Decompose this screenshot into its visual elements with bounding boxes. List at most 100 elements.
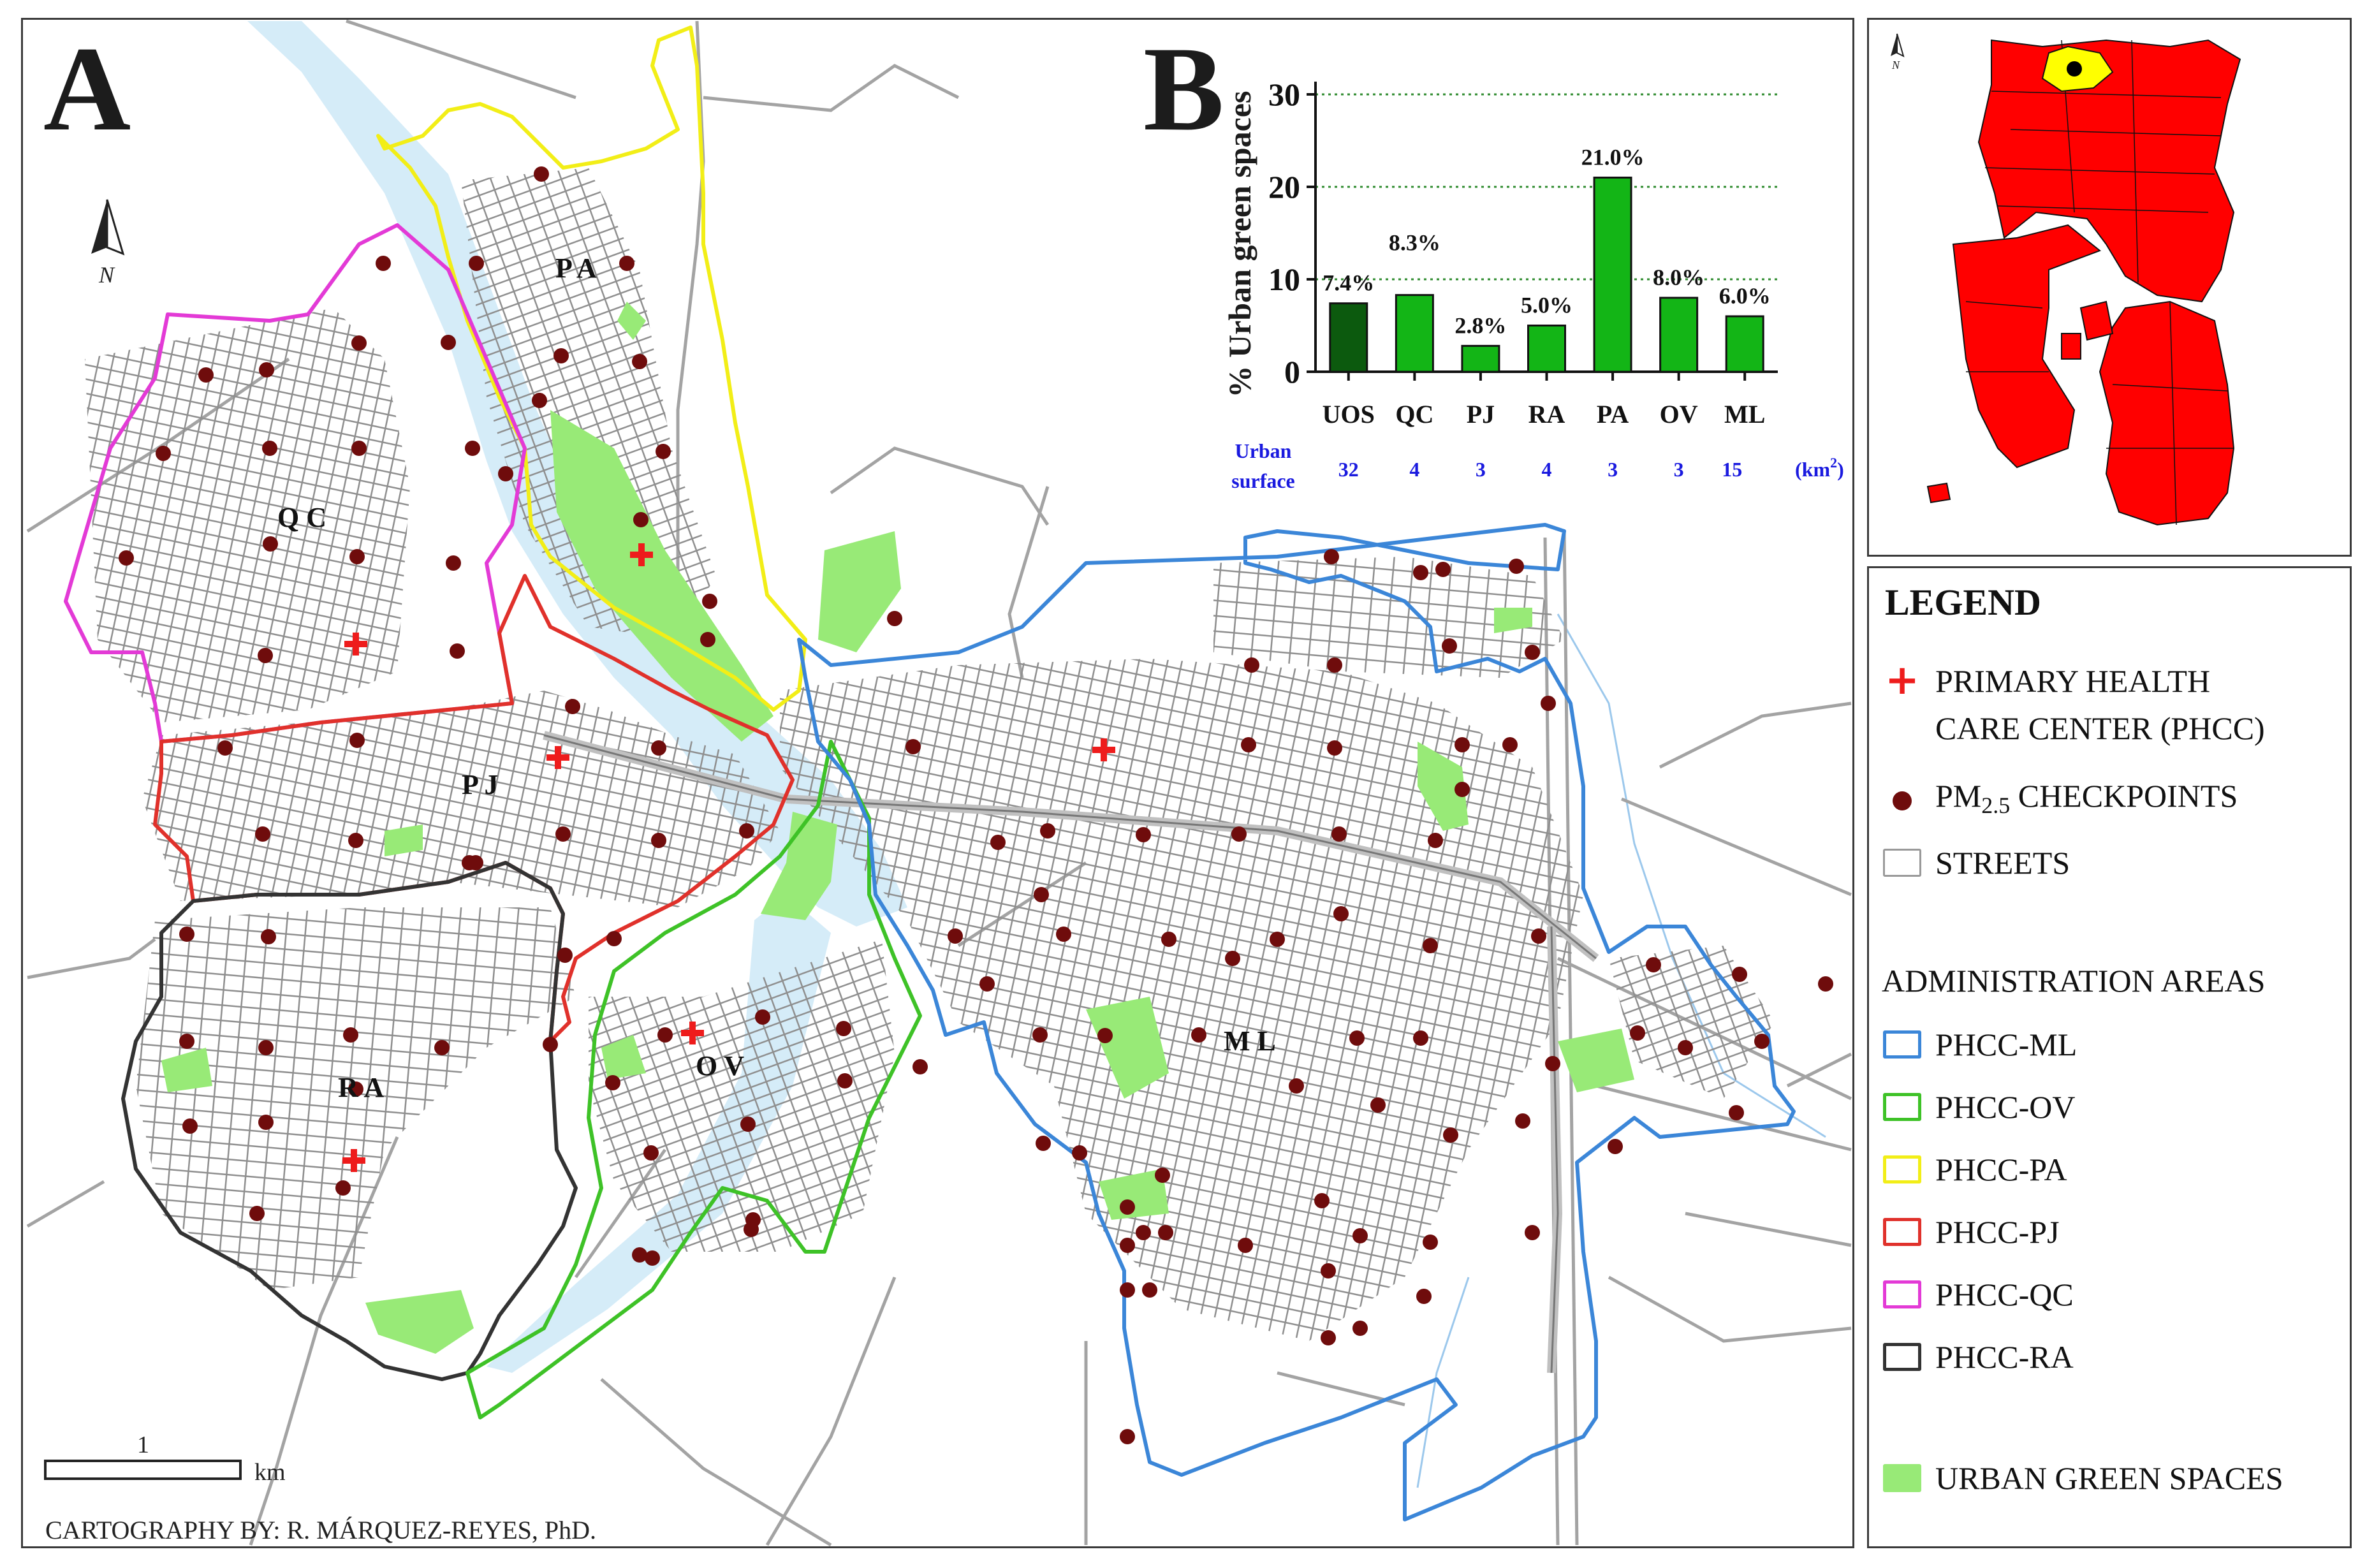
pm25-checkpoint[interactable] bbox=[557, 948, 573, 963]
pm25-checkpoint[interactable] bbox=[469, 256, 484, 271]
pm25-checkpoint[interactable] bbox=[1435, 562, 1451, 577]
pm25-checkpoint[interactable] bbox=[258, 1115, 274, 1130]
pm25-checkpoint[interactable] bbox=[1136, 827, 1151, 842]
pm25-checkpoint[interactable] bbox=[1161, 932, 1176, 947]
pm25-checkpoint[interactable] bbox=[262, 441, 277, 456]
pm25-checkpoint[interactable] bbox=[632, 354, 647, 369]
pm25-checkpoint[interactable] bbox=[1541, 696, 1556, 711]
pm25-checkpoint[interactable] bbox=[651, 740, 666, 756]
pm25-checkpoint[interactable] bbox=[700, 632, 715, 647]
pm25-checkpoint[interactable] bbox=[179, 927, 194, 942]
pm25-checkpoint[interactable] bbox=[532, 393, 547, 408]
pm25-checkpoint[interactable] bbox=[1331, 826, 1347, 842]
pm25-checkpoint[interactable] bbox=[979, 976, 995, 992]
pm25-checkpoint[interactable] bbox=[1289, 1078, 1304, 1094]
pm25-checkpoint[interactable] bbox=[156, 446, 171, 461]
pm25-checkpoint[interactable] bbox=[1423, 938, 1438, 953]
boundary-ov[interactable] bbox=[465, 740, 922, 1419]
pm25-checkpoint[interactable] bbox=[446, 555, 461, 571]
pm25-checkpoint[interactable] bbox=[632, 1247, 647, 1263]
pm25-checkpoint[interactable] bbox=[1423, 1235, 1438, 1250]
pm25-checkpoint[interactable] bbox=[1732, 967, 1747, 982]
pm25-checkpoint[interactable] bbox=[651, 833, 666, 848]
pm25-checkpoint[interactable] bbox=[1509, 559, 1524, 574]
pm25-checkpoint[interactable] bbox=[198, 367, 214, 383]
pm25-checkpoint[interactable] bbox=[119, 550, 134, 566]
pm25-checkpoint[interactable] bbox=[1225, 951, 1240, 966]
pm25-checkpoint[interactable] bbox=[1352, 1228, 1368, 1243]
pm25-checkpoint[interactable] bbox=[1142, 1282, 1157, 1298]
phcc-cross-icon[interactable] bbox=[344, 633, 367, 656]
pm25-checkpoint[interactable] bbox=[1349, 1030, 1365, 1046]
pm25-checkpoint[interactable] bbox=[702, 594, 717, 609]
pm25-checkpoint[interactable] bbox=[1120, 1282, 1135, 1298]
pm25-checkpoint[interactable] bbox=[1036, 1136, 1051, 1151]
phcc-cross-icon[interactable] bbox=[630, 543, 653, 566]
pm25-checkpoint[interactable] bbox=[1040, 823, 1055, 839]
pm25-checkpoint[interactable] bbox=[1034, 887, 1049, 902]
pm25-checkpoint[interactable] bbox=[1321, 1330, 1336, 1345]
pm25-checkpoint[interactable] bbox=[1238, 1238, 1253, 1253]
pm25-checkpoint[interactable] bbox=[633, 512, 649, 527]
pm25-checkpoint[interactable] bbox=[258, 1040, 274, 1055]
pm25-checkpoint[interactable] bbox=[1525, 645, 1540, 660]
pm25-checkpoint[interactable] bbox=[259, 362, 274, 377]
pm25-checkpoint[interactable] bbox=[1455, 737, 1470, 752]
pm25-checkpoint[interactable] bbox=[1097, 1028, 1113, 1043]
city-map[interactable]: P A Q C P J R A O V M L A N 1 km CARTOGR… bbox=[23, 20, 1852, 1546]
pm25-checkpoint[interactable] bbox=[744, 1222, 759, 1237]
boundary-ml[interactable] bbox=[797, 523, 1796, 1521]
pm25-checkpoint[interactable] bbox=[348, 833, 363, 848]
pm25-checkpoint[interactable] bbox=[948, 928, 963, 944]
pm25-checkpoint[interactable] bbox=[1120, 1238, 1135, 1253]
pm25-checkpoint[interactable] bbox=[217, 740, 233, 756]
phcc-cross-icon[interactable] bbox=[342, 1149, 365, 1172]
pm25-checkpoint[interactable] bbox=[349, 549, 365, 564]
pm25-checkpoint[interactable] bbox=[343, 1027, 358, 1043]
boundary-qc[interactable] bbox=[64, 223, 527, 744]
pm25-checkpoint[interactable] bbox=[1442, 638, 1457, 654]
pm25-checkpoint[interactable] bbox=[1321, 1263, 1336, 1279]
pm25-checkpoint[interactable] bbox=[182, 1118, 198, 1134]
pm25-checkpoint[interactable] bbox=[441, 335, 456, 350]
pm25-checkpoint[interactable] bbox=[1678, 1040, 1693, 1055]
phcc-cross-icon[interactable] bbox=[681, 1022, 704, 1044]
pm25-checkpoint[interactable] bbox=[434, 1040, 450, 1055]
pm25-checkpoint[interactable] bbox=[543, 1037, 558, 1052]
pm25-checkpoint[interactable] bbox=[1818, 976, 1833, 992]
pm25-checkpoint[interactable] bbox=[1413, 565, 1428, 580]
pm25-checkpoint[interactable] bbox=[348, 1081, 363, 1097]
pm25-checkpoint[interactable] bbox=[462, 855, 477, 870]
pm25-checkpoint[interactable] bbox=[905, 739, 921, 754]
pm25-checkpoint[interactable] bbox=[1032, 1027, 1048, 1043]
pm25-checkpoint[interactable] bbox=[179, 1034, 194, 1049]
pm25-checkpoint[interactable] bbox=[836, 1021, 851, 1036]
phcc-cross-icon[interactable] bbox=[1092, 738, 1115, 761]
pm25-checkpoint[interactable] bbox=[249, 1206, 265, 1221]
pm25-checkpoint[interactable] bbox=[1352, 1321, 1368, 1336]
pm25-checkpoint[interactable] bbox=[1333, 906, 1349, 921]
pm25-checkpoint[interactable] bbox=[450, 643, 465, 659]
phcc-cross-icon[interactable] bbox=[546, 746, 569, 769]
pm25-checkpoint[interactable] bbox=[534, 166, 549, 182]
pm25-checkpoint[interactable] bbox=[335, 1180, 351, 1196]
pm25-checkpoint[interactable] bbox=[1244, 657, 1259, 673]
pm25-checkpoint[interactable] bbox=[1056, 927, 1071, 942]
pm25-checkpoint[interactable] bbox=[1545, 1056, 1560, 1071]
pm25-checkpoint[interactable] bbox=[261, 929, 276, 944]
pm25-checkpoint[interactable] bbox=[887, 611, 902, 626]
pm25-checkpoint[interactable] bbox=[1191, 1027, 1206, 1043]
pm25-checkpoint[interactable] bbox=[255, 826, 270, 842]
pm25-checkpoint[interactable] bbox=[465, 441, 480, 456]
pm25-checkpoint[interactable] bbox=[553, 348, 569, 363]
pm25-checkpoint[interactable] bbox=[645, 1250, 660, 1266]
pm25-checkpoint[interactable] bbox=[498, 466, 513, 481]
pm25-checkpoint[interactable] bbox=[656, 444, 671, 459]
pm25-checkpoint[interactable] bbox=[1120, 1199, 1135, 1215]
pm25-checkpoint[interactable] bbox=[263, 536, 278, 552]
pm25-checkpoint[interactable] bbox=[1455, 782, 1470, 797]
pm25-checkpoint[interactable] bbox=[1525, 1225, 1540, 1240]
pm25-checkpoint[interactable] bbox=[1158, 1225, 1173, 1240]
pm25-checkpoint[interactable] bbox=[1120, 1429, 1135, 1444]
pm25-checkpoint[interactable] bbox=[1136, 1225, 1151, 1240]
